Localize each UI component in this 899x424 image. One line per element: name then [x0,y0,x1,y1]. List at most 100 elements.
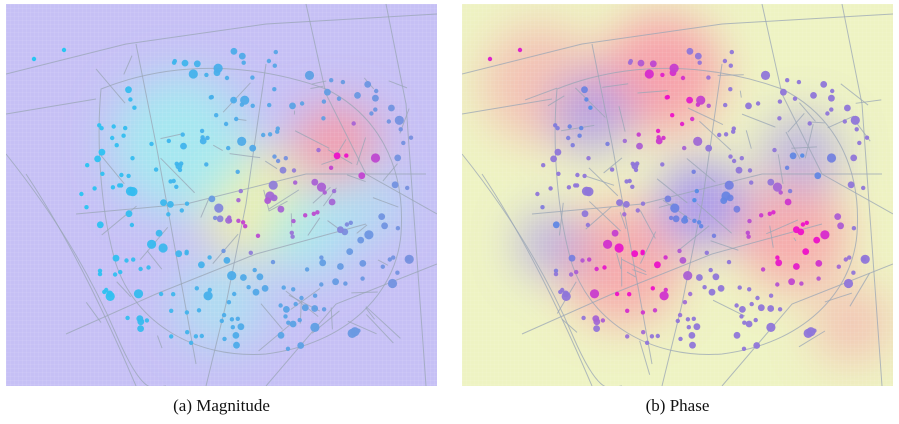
sensor-node [119,172,124,178]
sensor-node [256,273,264,281]
sensor-node [747,287,752,292]
sensor-node [828,94,835,102]
street [264,160,278,170]
panel-phase-map [462,4,893,386]
sensor-node [664,195,672,203]
street [377,259,389,266]
sensor-node [594,266,599,272]
street [356,224,368,234]
sensor-node [132,105,137,110]
sensor-node [759,213,764,218]
sensor-node [733,331,741,339]
sensor-node [221,248,226,254]
sensor-node [577,133,582,138]
sensor-node [772,147,777,153]
sensor-node [850,154,858,162]
sensor-node [299,295,304,301]
street [824,292,852,303]
ring-road [554,67,859,355]
sensor-node [84,205,89,210]
street [588,167,619,197]
sensor-node [380,264,385,269]
sensor-node [737,285,742,290]
street [621,258,647,273]
sensor-node [623,201,630,208]
sensor-node [293,301,298,307]
sensor-node [204,72,209,78]
sensor-node [230,325,235,330]
street [687,107,724,125]
sensor-node [230,47,238,55]
sensor-node [252,288,260,296]
sensor-node [360,276,365,281]
sensor-node [582,173,587,179]
sensor-node [155,229,163,237]
sensor-node [812,328,817,333]
sensor-node [275,158,281,164]
street [787,113,805,133]
sensor-node [311,305,319,312]
sensor-node [803,328,813,338]
street [521,223,823,335]
sensor-node [214,203,224,213]
street [356,137,367,166]
sensor-node [207,287,212,293]
sensor-node [291,218,296,224]
street [769,225,774,248]
sensor-node [184,310,190,315]
sensor-node [561,291,571,301]
sensor-node [775,282,780,287]
sensor-node [158,243,168,253]
sensor-node [180,142,187,150]
sensor-node [688,332,696,339]
sensor-node [310,322,320,332]
sensor-node [243,224,248,229]
sensor-node [184,249,189,254]
sensor-node [267,102,272,108]
sensor-node [844,104,851,112]
sensor-node [777,99,783,104]
sensor-node [688,291,693,297]
sensor-node [226,145,231,151]
street [312,186,331,204]
street [799,102,816,122]
sensor-node [110,185,116,190]
sensor-node [581,86,588,94]
sensor-node [637,59,645,67]
sensor-node [691,316,696,321]
sensor-node [807,121,812,126]
sensor-node [729,49,734,55]
street [388,80,408,89]
sensor-node [337,263,344,270]
sensor-node [125,315,130,321]
sensor-node [250,75,255,80]
sensor-node [250,103,255,109]
street [661,63,723,386]
sensor-node [566,135,571,141]
street [639,231,657,264]
sensor-node [255,233,261,238]
caption-phase: (b) Phase [645,396,710,415]
sensor-node [745,320,753,328]
sensor-node [772,182,783,192]
sensor-node [196,308,202,313]
sensor-node [235,169,240,174]
sensor-node [660,72,665,78]
sensor-node [184,201,190,206]
sensor-node [270,259,276,265]
sensor-node [289,320,297,328]
sensor-node [179,208,184,213]
street [160,133,181,140]
sensor-node [678,336,683,342]
sensor-node [631,250,639,258]
sensor-node [117,183,122,188]
sensor-node [185,330,190,335]
sensor-node [566,185,572,190]
sensor-node [553,123,558,128]
sensor-node [760,267,766,272]
sensor-node [240,95,250,105]
sensor-node [286,320,291,325]
sensor-node [174,161,179,166]
sensor-node [851,270,856,275]
street [321,158,338,165]
